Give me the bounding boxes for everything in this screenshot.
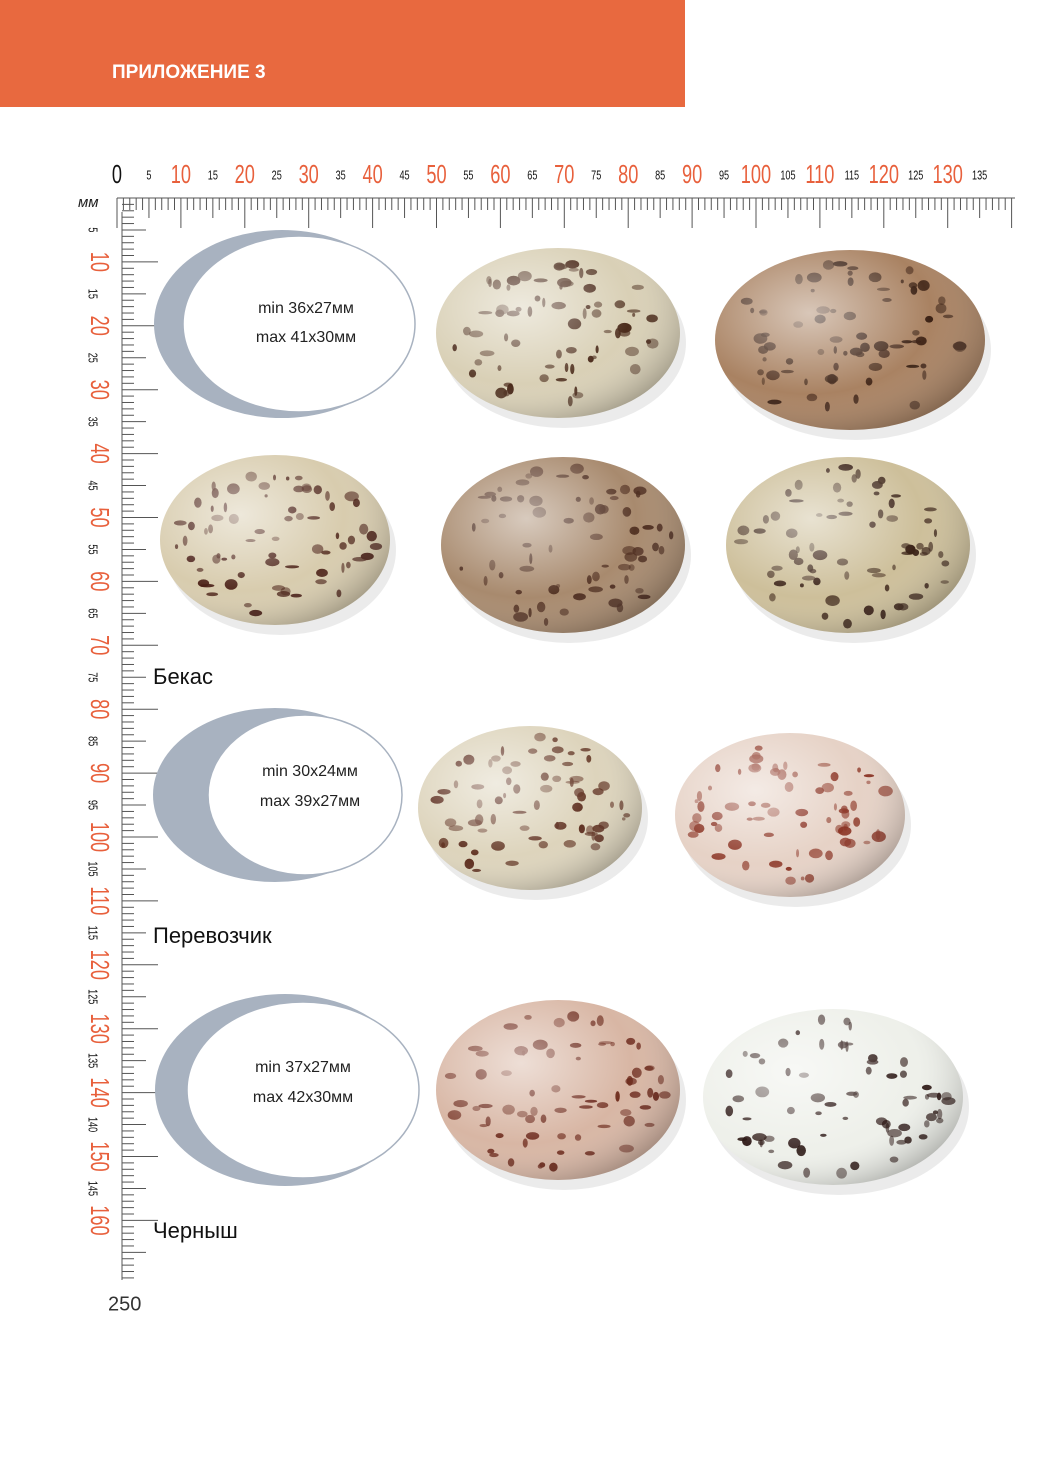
egg-photo (160, 455, 396, 635)
ruler-label: 100 (85, 822, 114, 852)
ruler-label: 150 (85, 1141, 114, 1171)
egg-shading (418, 726, 642, 890)
ruler-label: 75 (591, 169, 601, 183)
size-min: min 37x27мм (255, 1059, 351, 1076)
ruler-label: 135 (85, 1053, 99, 1068)
ruler-label: 105 (780, 169, 795, 183)
size-max: max 41x30мм (256, 329, 356, 346)
ruler-label: 15 (85, 289, 99, 299)
ruler-label: 125 (908, 169, 923, 183)
header-band (0, 0, 685, 107)
egg-photo (675, 733, 911, 907)
ruler-label: 5 (146, 169, 151, 183)
egg-shading (441, 457, 685, 633)
ruler-label: 40 (85, 443, 114, 463)
header-title: ПРИЛОЖЕНИЕ 3 (112, 62, 266, 83)
ruler-label: 35 (336, 169, 346, 183)
egg-photo (703, 1009, 969, 1195)
ruler-label: 105 (85, 861, 99, 876)
ruler-label: 30 (85, 380, 114, 400)
ruler-label: 60 (490, 160, 510, 189)
ruler-label: 65 (85, 608, 99, 618)
ruler-label: 25 (85, 353, 99, 363)
species-name: Бекас (153, 664, 213, 689)
ruler-label: 10 (171, 160, 191, 189)
egg-photo (441, 457, 691, 643)
species-name: Перевозчик (153, 923, 272, 948)
ruler-label: 30 (299, 160, 319, 189)
page-number: 250 (108, 1293, 141, 1315)
species-name: Черныш (153, 1218, 238, 1243)
ruler-label: 85 (655, 169, 665, 183)
ruler-label: 135 (972, 169, 987, 183)
size-card (186, 1001, 420, 1179)
egg-photo (715, 250, 991, 440)
ruler-label: 80 (618, 160, 638, 189)
ruler-label: 15 (208, 169, 218, 183)
egg-photo (436, 1000, 686, 1190)
ruler-unit: мм (78, 194, 99, 211)
ruler-label: 25 (272, 169, 282, 183)
ruler-label: 75 (85, 672, 99, 682)
ruler-label: 55 (463, 169, 473, 183)
ruler-label: 90 (85, 763, 114, 783)
egg-shading (715, 250, 985, 430)
egg-photo (418, 726, 648, 900)
egg-shading (675, 733, 905, 897)
ruler-label: 110 (805, 160, 834, 189)
ruler-label: 95 (85, 800, 99, 810)
ruler-label: 140 (85, 1077, 114, 1107)
ruler-label: 35 (85, 417, 99, 427)
egg-shading (436, 248, 680, 418)
egg-shading (436, 1000, 680, 1180)
ruler-label: 145 (85, 1181, 99, 1196)
ruler-label: 90 (682, 160, 702, 189)
ruler-label: 115 (85, 926, 99, 941)
ruler-label: 70 (554, 160, 574, 189)
egg-photo (436, 248, 686, 428)
egg-photo (726, 457, 976, 643)
size-max: max 39x27мм (260, 793, 360, 810)
size-card (207, 714, 403, 876)
ruler-label: 110 (85, 886, 114, 915)
ruler-label: 10 (85, 252, 114, 272)
egg-shading (726, 457, 970, 633)
egg-shading (160, 455, 390, 625)
ruler-label: 120 (85, 950, 114, 980)
ruler-label: 45 (85, 480, 99, 490)
size-min: min 30x24мм (262, 763, 358, 780)
ruler-label: 115 (845, 169, 860, 183)
ruler-label: 70 (85, 635, 114, 655)
ruler-label: 130 (933, 160, 963, 189)
size-min: min 36x27мм (258, 300, 354, 317)
size-max: max 42x30мм (253, 1089, 353, 1106)
ruler-label: 50 (85, 507, 114, 527)
ruler-label: 120 (869, 160, 899, 189)
ruler-label: 125 (85, 989, 99, 1004)
ruler-label: 60 (85, 571, 114, 591)
ruler-label: 55 (85, 544, 99, 554)
ruler-label: 85 (85, 736, 99, 746)
ruler-label: 100 (741, 160, 771, 189)
ruler-label: 50 (426, 160, 446, 189)
ruler-label: 140 (85, 1117, 99, 1132)
ruler-label: 20 (85, 316, 114, 336)
ruler: 0 5 10 15 20 25 30 35 40 45 50 55 60 65 70 75 80 85 90 95 10… (85, 160, 1015, 1280)
content: min 36x27мм max 41x30мм Бекас min 30x24мм ma… (153, 230, 991, 1243)
size-card (182, 235, 416, 413)
ruler-label: 80 (85, 699, 114, 719)
ruler-label: 0 (112, 160, 122, 189)
egg-shading (703, 1009, 963, 1185)
ruler-label: 20 (235, 160, 255, 189)
ruler-label: 45 (399, 169, 409, 183)
ruler-label: 5 (85, 227, 99, 232)
ruler-label: 40 (362, 160, 382, 189)
ruler-label: 160 (85, 1205, 114, 1235)
ruler-label: 130 (85, 1014, 114, 1044)
ruler-label: 65 (527, 169, 537, 183)
ruler-label: 95 (719, 169, 729, 183)
